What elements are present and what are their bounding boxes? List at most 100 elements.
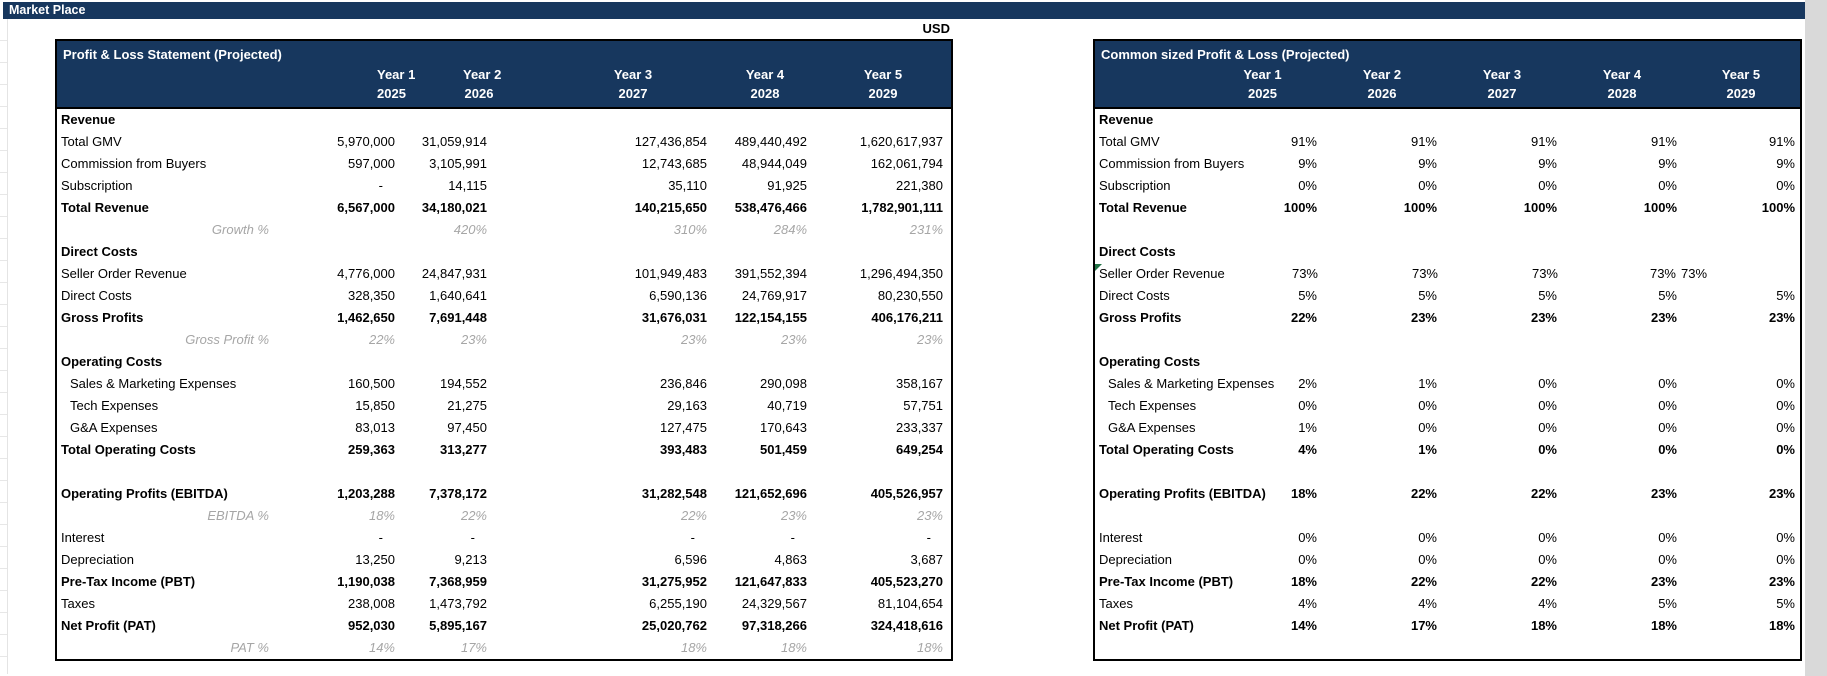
value-cell[interactable]	[337, 461, 403, 483]
value-cell[interactable]	[1682, 637, 1800, 659]
value-cell[interactable]	[1682, 241, 1800, 263]
row-label-cell[interactable]: Direct Costs	[61, 288, 132, 303]
value-cell[interactable]: 1,640,641	[429, 288, 487, 303]
value-cell[interactable]: 31,059,914	[421, 134, 487, 149]
value-cell[interactable]: 313,277	[440, 442, 487, 457]
value-cell[interactable]: 393,483	[660, 442, 707, 457]
value-cell[interactable]: 5%	[1298, 288, 1317, 303]
value-cell[interactable]: 5%	[1538, 288, 1557, 303]
value-cell[interactable]: 100%	[1403, 200, 1437, 215]
value-cell[interactable]: 6,590,136	[649, 288, 707, 303]
value-cell[interactable]	[1442, 461, 1562, 483]
value-cell[interactable]: 1,203,288	[337, 486, 395, 501]
value-cell[interactable]: 0%	[1298, 398, 1317, 413]
value-cell[interactable]	[1322, 461, 1442, 483]
value-cell[interactable]: 5%	[1418, 288, 1437, 303]
value-cell[interactable]	[1562, 241, 1682, 263]
year-column-header[interactable]: Year 4 2028	[745, 67, 785, 101]
value-cell[interactable]: 34,180,021	[421, 200, 487, 215]
value-cell[interactable]: 24,847,931	[421, 266, 487, 281]
value-cell[interactable]: 162,061,794	[870, 156, 943, 171]
value-cell[interactable]: 7,368,959	[429, 574, 487, 589]
value-cell[interactable]	[1682, 109, 1800, 131]
value-cell[interactable]: 7,691,448	[429, 310, 487, 325]
row-label-cell[interactable]: Subscription	[1099, 178, 1171, 193]
currency-label-cell[interactable]: USD	[922, 21, 950, 36]
value-cell[interactable]	[1322, 109, 1442, 131]
value-cell[interactable]: 5%	[1658, 596, 1677, 611]
value-cell[interactable]: 97,318,266	[741, 618, 807, 633]
value-cell[interactable]: 9%	[1538, 156, 1557, 171]
value-cell[interactable]: 9%	[1298, 156, 1317, 171]
value-cell[interactable]: 1%	[1298, 420, 1317, 435]
row-label-cell[interactable]: Operating Costs	[1099, 354, 1201, 369]
value-cell[interactable]: 100%	[1761, 200, 1795, 215]
value-cell[interactable]: 22%	[368, 332, 395, 347]
value-cell[interactable]: 0%	[1776, 552, 1795, 567]
row-label-cell[interactable]: Subscription	[61, 178, 133, 193]
value-cell[interactable]: 21,275	[447, 398, 487, 413]
value-cell[interactable]: 238,008	[348, 596, 395, 611]
value-cell[interactable]: 15,850	[355, 398, 395, 413]
row-label-cell[interactable]: Pre-Tax Income (PBT)	[61, 574, 196, 589]
row-label-cell[interactable]: Depreciation	[1099, 552, 1172, 567]
sheet-title-bar[interactable]: Market Place	[3, 2, 1805, 19]
value-cell[interactable]: 231%	[909, 222, 943, 237]
row-label-cell[interactable]: Sales & Marketing Expenses	[70, 376, 237, 391]
value-cell[interactable]: 0%	[1538, 530, 1557, 545]
value-cell[interactable]: 259,363	[348, 442, 395, 457]
value-cell[interactable]	[815, 461, 951, 483]
value-cell[interactable]: 1,462,650	[337, 310, 395, 325]
value-cell[interactable]: 5%	[1776, 288, 1795, 303]
value-cell[interactable]	[403, 351, 495, 373]
year-column-header[interactable]: Year 2 2026	[463, 67, 502, 101]
value-cell[interactable]: 1%	[1418, 376, 1437, 391]
value-cell[interactable]: 1,620,617,937	[859, 134, 943, 149]
value-cell[interactable]	[1442, 351, 1562, 373]
value-cell[interactable]: 18%	[916, 640, 943, 655]
row-label-cell[interactable]: Total Operating Costs	[61, 442, 196, 457]
value-cell[interactable]	[1562, 637, 1682, 659]
value-cell[interactable]: 23%	[916, 508, 943, 523]
value-cell[interactable]	[1442, 219, 1562, 241]
value-cell[interactable]	[1562, 351, 1682, 373]
value-cell[interactable]	[815, 241, 951, 263]
value-cell[interactable]: 0%	[1658, 530, 1677, 545]
row-label-cell[interactable]	[1095, 505, 1203, 527]
row-label-cell[interactable]: Direct Costs	[61, 244, 138, 259]
value-cell[interactable]: 35,110	[668, 178, 707, 193]
pnl-table-title[interactable]: Profit & Loss Statement (Projected)	[63, 47, 282, 62]
value-cell[interactable]: 18%	[1768, 618, 1795, 633]
value-cell[interactable]	[1322, 241, 1442, 263]
value-cell[interactable]: 0%	[1658, 552, 1677, 567]
value-cell[interactable]: 194,552	[440, 376, 487, 391]
value-cell[interactable]: 22%	[460, 508, 487, 523]
value-cell[interactable]: 9,213	[454, 552, 487, 567]
value-cell[interactable]: 406,176,211	[871, 310, 943, 325]
value-cell[interactable]	[1442, 637, 1562, 659]
value-cell[interactable]	[1562, 461, 1682, 483]
value-cell[interactable]: 18%	[780, 640, 807, 655]
value-cell[interactable]	[1203, 219, 1322, 241]
value-cell[interactable]	[403, 241, 495, 263]
year-column-header[interactable]: Year 5 2029	[863, 67, 903, 101]
row-label-cell[interactable]: Depreciation	[61, 552, 134, 567]
value-cell[interactable]: 100%	[1523, 200, 1557, 215]
row-label-cell[interactable]: Growth %	[211, 222, 269, 237]
value-cell[interactable]: 4%	[1538, 596, 1557, 611]
value-cell[interactable]	[495, 109, 715, 131]
value-cell[interactable]: 6,567,000	[337, 200, 395, 215]
value-cell[interactable]: 310%	[673, 222, 707, 237]
value-cell[interactable]	[1442, 109, 1562, 131]
value-cell[interactable]: 0%	[1418, 420, 1437, 435]
value-cell[interactable]	[715, 241, 815, 263]
value-cell[interactable]: 23%	[1768, 574, 1795, 589]
value-cell[interactable]: 0%	[1538, 398, 1557, 413]
row-label-cell[interactable]: Commission from Buyers	[61, 156, 207, 171]
row-label-cell[interactable]: Operating Profits (EBITDA)	[61, 486, 228, 501]
value-cell[interactable]: 18%	[368, 508, 395, 523]
value-cell[interactable]: -	[378, 530, 383, 545]
value-cell[interactable]: 23%	[780, 332, 807, 347]
value-cell[interactable]: 22%	[1410, 574, 1437, 589]
row-label-cell[interactable]: Taxes	[1099, 596, 1133, 611]
